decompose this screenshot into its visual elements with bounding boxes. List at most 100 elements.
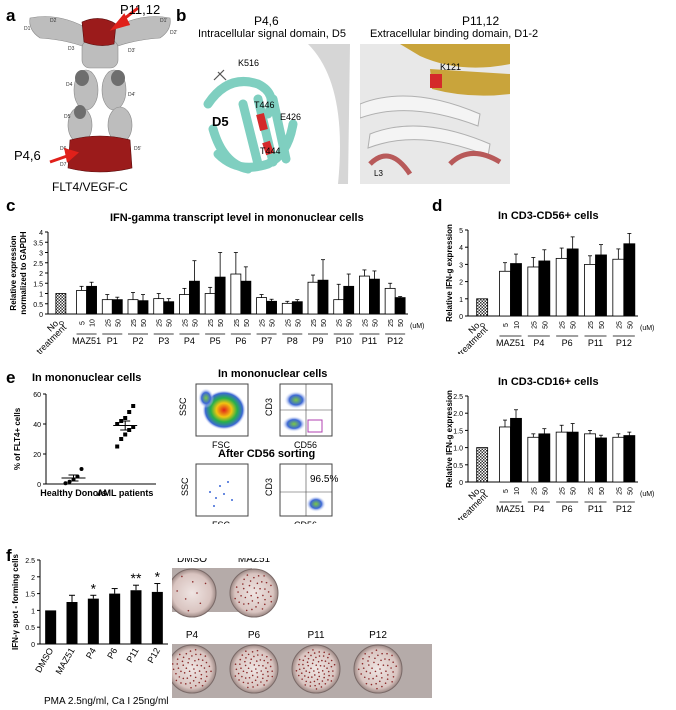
spot <box>357 668 360 671</box>
spot <box>374 657 376 660</box>
spot <box>388 658 391 661</box>
spot <box>237 591 239 593</box>
unit-label: (uM) <box>640 325 654 332</box>
dose-label: 25 <box>531 321 538 329</box>
flow-axis-label: SSC <box>180 477 190 496</box>
spot <box>375 649 378 651</box>
panel-label-c: c <box>6 196 16 215</box>
well-label: DMSO <box>177 558 207 565</box>
spot <box>313 652 316 654</box>
y-tick-label: 2 <box>31 575 35 582</box>
spot <box>270 595 272 598</box>
spot <box>201 659 204 661</box>
group-label: P7 <box>261 336 272 346</box>
spot <box>262 594 264 597</box>
spot <box>184 683 187 685</box>
spot <box>205 675 208 678</box>
bar <box>566 431 579 483</box>
y-axis-label: normalized to GAPDH <box>19 231 28 314</box>
ribbon-d1-2: K121 L3 <box>360 44 510 184</box>
dose-label: 50 <box>627 487 634 495</box>
group-label: P12 <box>387 336 403 346</box>
x-category-label: MAZ51 <box>54 646 77 676</box>
sorted-percent: 96.5% <box>310 474 338 485</box>
group-label: P12 <box>616 504 632 514</box>
dose-label: 25 <box>531 487 538 495</box>
bar <box>76 290 87 315</box>
spot <box>267 591 270 593</box>
elispot-well <box>353 644 403 694</box>
spot <box>381 685 383 688</box>
dose-label: 50 <box>542 487 549 495</box>
spot <box>318 651 321 653</box>
bar <box>555 431 568 483</box>
spot <box>374 670 377 673</box>
spot <box>240 667 242 670</box>
spot <box>305 670 308 672</box>
spot <box>257 602 260 604</box>
spot <box>193 668 195 670</box>
bar <box>527 266 540 317</box>
residue-label: K121 <box>440 62 461 72</box>
spot <box>328 674 330 677</box>
spot <box>260 581 263 583</box>
bar <box>151 591 163 644</box>
elispot-well <box>229 568 279 618</box>
bar <box>109 593 121 644</box>
spot <box>310 654 312 657</box>
dose-label: 0 <box>480 323 487 327</box>
dose-label: 25 <box>560 321 567 329</box>
y-tick-label: 0 <box>39 312 43 319</box>
data-point <box>131 425 136 429</box>
spot <box>234 675 237 677</box>
flow-axis-label: CD3 <box>264 398 274 416</box>
spot <box>178 653 181 656</box>
elispot-wells: DMSO MAZ51 P4 P6 P11 P12 <box>172 558 432 698</box>
y-tick-label: 0 <box>37 482 41 489</box>
spot <box>253 576 255 579</box>
spot <box>360 673 362 675</box>
group-label: MAZ51 <box>496 504 525 514</box>
spot <box>251 674 254 677</box>
y-tick-label: 1.5 <box>25 592 35 599</box>
domain-label: D5 <box>212 114 229 129</box>
bar <box>333 299 345 315</box>
bar <box>45 610 57 644</box>
group-label: MAZ51 <box>72 336 101 346</box>
y-tick-label: 0 <box>459 314 463 321</box>
spot <box>243 578 245 581</box>
spot <box>298 658 301 661</box>
bar <box>266 300 277 315</box>
group-label: P5 <box>210 336 221 346</box>
x-category-label: P4 <box>84 646 98 661</box>
spot <box>391 681 393 683</box>
spot <box>239 658 242 661</box>
flow-title-1: In mononuclear cells <box>218 368 328 380</box>
spot <box>256 671 258 674</box>
protein-structure-a: D1 D2 D3 D4 D5 D6 D7 D1' D2' D3' D4' D5' <box>24 6 177 173</box>
data-point <box>67 479 72 484</box>
flow-axis-label: FSC <box>212 440 231 450</box>
bar <box>595 437 607 483</box>
spot <box>260 670 263 672</box>
spot <box>176 590 178 592</box>
bar <box>214 276 226 315</box>
spot <box>248 584 251 587</box>
spot <box>201 684 204 687</box>
dose-label: 25 <box>388 319 395 327</box>
spot <box>324 682 327 685</box>
bar <box>623 435 636 483</box>
spot <box>263 659 266 662</box>
group-label: P11 <box>588 504 603 514</box>
x-category-label: AML patients <box>97 488 153 498</box>
spot <box>210 670 212 673</box>
well-label: P12 <box>369 630 387 641</box>
dose-label: 50 <box>167 319 174 327</box>
spot <box>191 655 193 657</box>
spot <box>185 667 188 670</box>
spot <box>377 654 379 657</box>
spot <box>302 659 305 662</box>
b-left-subtitle: Intracellular signal domain, D5 <box>198 28 346 40</box>
dose-label: 25 <box>234 319 241 327</box>
spot <box>376 687 378 690</box>
